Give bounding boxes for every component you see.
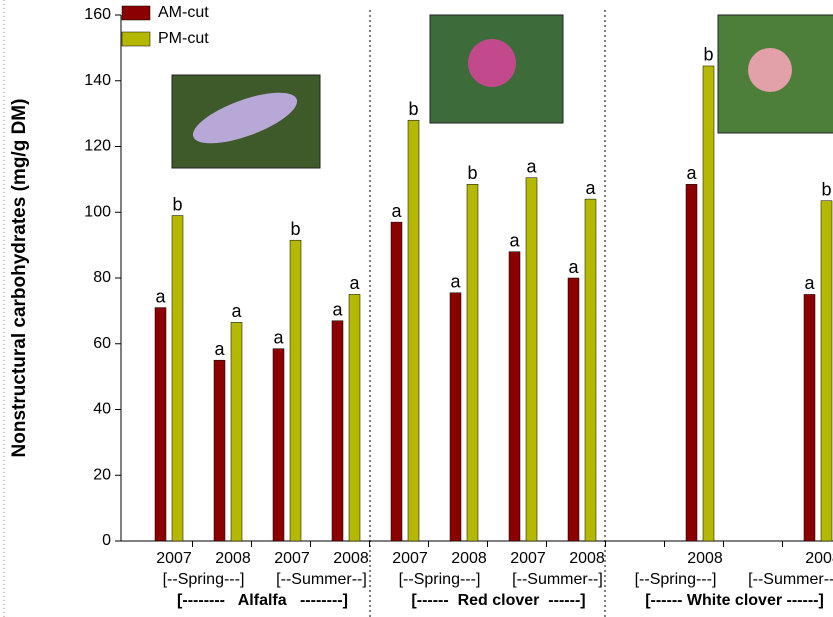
x-tick-label: 2008 [805,550,833,567]
x-tick-label: 2008 [215,550,251,567]
x-tick-label: 2008 [333,550,369,567]
bar [349,294,360,541]
y-tick-label: 20 [93,466,111,483]
bar-letter: a [231,301,242,321]
legend-swatch [122,32,150,46]
legend-label: PM-cut [158,30,209,47]
bar [703,66,714,541]
bar [273,349,284,541]
bar [526,178,537,541]
bar [568,278,579,541]
y-tick-label: 160 [84,6,111,23]
bar [804,294,815,541]
bar-letter: b [408,99,418,119]
bar-letter: b [290,219,300,239]
bar [509,252,520,541]
bar [585,199,596,541]
bar-letter: b [467,163,477,183]
y-tick-label: 0 [102,532,111,549]
bar-letter: a [273,327,284,347]
bar [332,321,343,541]
photo-flower [468,39,516,87]
season-label: [--Summer--] [276,571,367,588]
x-tick-label: 2008 [569,550,605,567]
crop-label: [------ White clover ------] [645,592,824,609]
x-tick-label: 2007 [156,550,192,567]
y-tick-label: 40 [93,401,111,418]
bar [391,222,402,541]
chart: Nonstructural carbohydrates (mg/g DM) 0 2… [0,0,833,617]
x-tick-label: 2008 [451,550,487,567]
bar-letter: a [214,339,225,359]
x-tick-label: 2007 [274,550,310,567]
bar [686,184,697,541]
bar-letter: a [391,201,402,221]
crop-label: [-------- Alfalfa --------] [177,592,348,609]
bar [467,184,478,541]
y-tick-label: 120 [84,138,111,155]
bar-letter: a [804,273,815,293]
bar [450,293,461,541]
bar [155,308,166,541]
bar-letter: b [821,179,831,199]
bar-letter: a [568,257,579,277]
bar-letter: b [172,194,182,214]
season-label: [--Summer--] [512,571,603,588]
bar [408,120,419,541]
bar [231,322,242,541]
x-tick-label: 2007 [510,550,546,567]
bar-letter: a [450,272,461,292]
x-tick-label: 2008 [687,550,723,567]
bar [821,201,832,541]
season-label: [--Spring---] [163,571,245,588]
photo-flower [748,48,792,92]
season-label: [--Spring---] [399,571,481,588]
y-axis-title: Nonstructural carbohydrates (mg/g DM) [9,99,30,458]
y-tick-label: 140 [84,72,111,89]
bar-letter: a [332,299,343,319]
bar [290,240,301,541]
bar-letter: a [585,178,596,198]
bar-letter: a [155,286,166,306]
legend-swatch [122,6,150,20]
bar [214,360,225,541]
bar-letter: a [349,273,360,293]
bar-letter: b [703,45,713,65]
crop-label: [------ Red clover ------] [411,592,585,609]
y-tick-label: 100 [84,203,111,220]
x-tick-label: 2007 [392,550,428,567]
y-tick-label: 60 [93,335,111,352]
legend-label: AM-cut [158,4,209,21]
season-label: [--Spring---] [635,571,717,588]
bar [172,216,183,541]
bar-letter: a [526,156,537,176]
bar-letter: a [509,230,520,250]
bar-letter: a [686,163,697,183]
season-label: [--Summer--] [748,571,833,588]
y-tick-label: 80 [93,269,111,286]
